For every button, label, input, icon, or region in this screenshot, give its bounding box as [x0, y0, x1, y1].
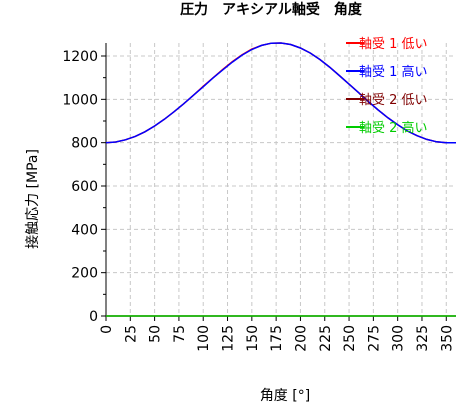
y-tick-label: 1200 [62, 49, 98, 65]
y-tick-label: 200 [71, 266, 98, 282]
x-tick-label: 325 [415, 325, 431, 352]
chart-title: 圧力 アキシアル軸受 角度 [180, 1, 363, 18]
y-tick-label: 0 [89, 309, 98, 325]
x-tick-label: 350 [439, 325, 455, 352]
x-tick-label: 150 [245, 325, 261, 352]
y-axis-label: 接触応力 [MPa] [24, 149, 41, 249]
grid [105, 43, 456, 317]
x-tick-label: 25 [123, 325, 139, 343]
x-tick-label: 125 [221, 325, 237, 352]
legend-label: 一軸受 1 低い [346, 37, 428, 52]
x-axis-label: 角度 [°] [260, 388, 310, 404]
legend-label: 一軸受 1 高い [346, 64, 428, 80]
x-tick-label: 50 [148, 325, 164, 343]
x-tick-label: 100 [196, 325, 212, 352]
x-tick-label: 225 [318, 325, 334, 352]
series-layer [105, 42, 456, 317]
x-tick-label: 250 [342, 325, 358, 352]
x-tick-label: 175 [269, 325, 285, 352]
y-tick-label: 1000 [62, 92, 98, 108]
x-tick-label: 200 [293, 325, 309, 352]
y-tick-label: 400 [71, 222, 98, 238]
y-tick-label: 600 [71, 179, 98, 195]
series-line-2 [105, 42, 456, 144]
y-tick-label: 800 [71, 136, 98, 152]
x-tick-label: 275 [366, 325, 382, 352]
legend-label: 一軸受 2 高い [346, 120, 428, 136]
axes: 0 200 400 600 800 1000 1200 0 25 50 75 100 125 150 175… [62, 43, 456, 352]
legend-label: 一軸受 2 低い [346, 93, 428, 108]
x-tick-label: 75 [172, 325, 188, 343]
x-tick-label: 300 [391, 325, 407, 352]
x-tick-label: 0 [99, 325, 115, 334]
